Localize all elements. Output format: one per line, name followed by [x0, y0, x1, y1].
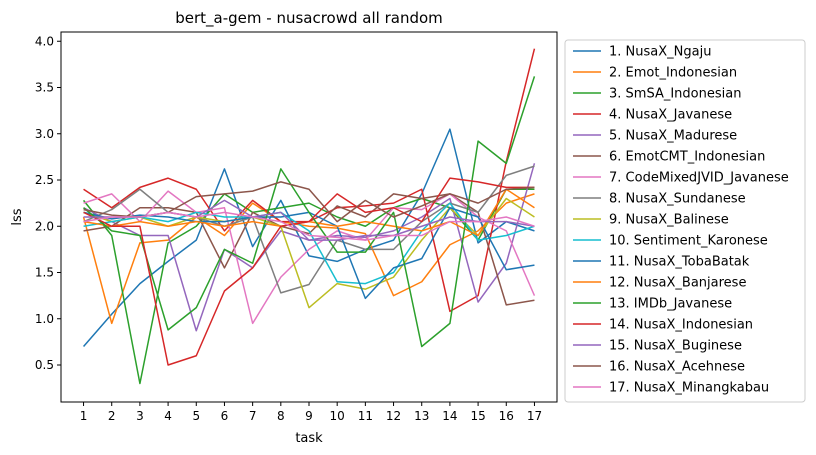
x-tick-label: 13: [414, 409, 429, 423]
x-tick-label: 1: [80, 409, 88, 423]
y-tick-label: 4.0: [35, 34, 54, 48]
legend-label: 3. SmSA_Indonesian: [609, 87, 741, 102]
x-tick-label: 17: [527, 409, 542, 423]
series-line-2: [82, 193, 535, 325]
legend-label: 6. EmotCMT_Indonesian: [609, 150, 765, 165]
legend-label: 2. Emot_Indonesian: [609, 66, 737, 81]
legend-label: 9. NusaX_Balinese: [609, 213, 729, 228]
y-tick-label: 2.5: [35, 173, 54, 187]
series-line-17: [83, 211, 535, 241]
x-tick-label: 12: [386, 409, 401, 423]
y-tick-label: 1.5: [35, 266, 54, 280]
legend-label: 5. NusaX_Madurese: [609, 129, 737, 144]
series-line-13: [83, 76, 536, 348]
series-line-10: [83, 202, 535, 285]
legend-frame: [564, 39, 806, 403]
y-tick-label: 2.0: [35, 219, 54, 233]
x-tick-label: 2: [108, 409, 116, 423]
series-line-9: [83, 197, 535, 309]
legend-label: 7. CodeMixedJVID_Javanese: [609, 171, 789, 186]
y-axis-title: lss: [10, 208, 25, 225]
x-tick-label: 6: [221, 409, 229, 423]
series-line-6: [83, 193, 535, 306]
legend-label: 14. NusaX_Indonesian: [609, 318, 753, 333]
x-axis: 1 2 3 4 5 6 7 8 9 10 11 12 13 14 15 16 17: [80, 402, 542, 423]
x-tick-label: 5: [192, 409, 200, 423]
x-tick-label: 4: [164, 409, 172, 423]
chart-title: bert_a-gem - nusacrowd all random: [175, 9, 443, 28]
y-axis: 0.5 1.0 1.5 2.0 2.5 3.0 3.5 4.0: [35, 34, 61, 372]
legend-label: 4. NusaX_Javanese: [609, 108, 732, 123]
y-tick-label: 1.0: [35, 312, 54, 326]
x-axis-title: task: [295, 431, 323, 446]
legend-label: 13. IMDb_Javanese: [609, 297, 732, 312]
legend-label: 17. NusaX_Minangkabau: [609, 381, 769, 396]
legend-label: 1. NusaX_Ngaju: [609, 45, 711, 60]
series-line-1: [82, 128, 535, 347]
x-tick-label: 10: [330, 409, 345, 423]
x-tick-label: 8: [277, 409, 285, 423]
plot-area: [82, 48, 536, 385]
legend-label: 11. NusaX_TobaBatak: [609, 255, 750, 270]
x-tick-label: 7: [249, 409, 257, 423]
y-tick-label: 3.5: [35, 81, 54, 95]
x-tick-label: 11: [358, 409, 373, 423]
x-tick-label: 16: [499, 409, 514, 423]
x-tick-label: 14: [442, 409, 457, 423]
x-tick-label: 3: [136, 409, 144, 423]
series-line-7: [83, 190, 536, 325]
legend-label: 12. NusaX_Banjarese: [609, 276, 746, 291]
legend-label: 16. NusaX_Acehnese: [609, 360, 745, 375]
legend-label: 8. NusaX_Sundanese: [609, 192, 746, 207]
legend: 1. NusaX_Ngaju 2. Emot_Indonesian 3. SmSA_…: [564, 39, 806, 403]
series-line-8: [83, 165, 535, 294]
legend-label: 15. NusaX_Buginese: [609, 339, 742, 354]
y-tick-label: 0.5: [35, 358, 54, 372]
x-tick-label: 9: [305, 409, 313, 423]
y-tick-label: 3.0: [35, 127, 54, 141]
series-line-14: [83, 177, 535, 366]
x-tick-label: 15: [470, 409, 485, 423]
legend-label: 10. Sentiment_Karonese: [609, 234, 768, 249]
